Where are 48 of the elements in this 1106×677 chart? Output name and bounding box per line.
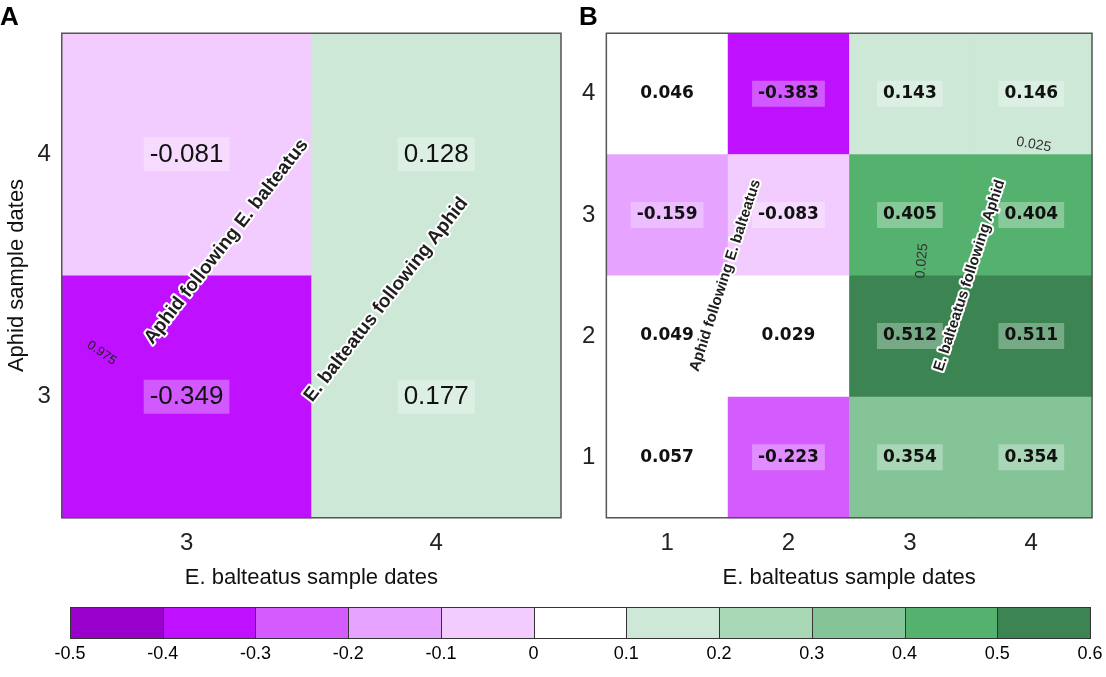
data-label: 0.354 — [882, 445, 937, 466]
data-label: 0.177 — [403, 379, 469, 410]
color-bar-label: -0.1 — [425, 643, 457, 664]
x-tick-label: 4 — [429, 527, 443, 555]
y-tick-label: 3 — [581, 199, 596, 227]
color-bar-label: 0 — [528, 643, 539, 664]
chart-title: B — [579, 0, 598, 31]
chart-title: A — [0, 0, 19, 31]
data-label: 0.128 — [403, 137, 469, 168]
y-axis-title: Aphid sample dates — [3, 178, 29, 373]
data-label: 0.354 — [1004, 445, 1059, 466]
y-tick-label: 1 — [581, 441, 596, 469]
color-bar-label: 0.4 — [892, 643, 918, 664]
x-tick-label: 1 — [660, 527, 674, 555]
data-label: -0.349 — [149, 379, 224, 410]
color-bar-label: -0.5 — [54, 643, 86, 664]
data-label: 0.057 — [640, 445, 694, 466]
x-tick-label: 3 — [903, 527, 917, 555]
color-bar-label: 0.2 — [706, 643, 732, 664]
x-axis-title: E. balteatus sample dates — [722, 563, 976, 589]
y-tick-label: 4 — [581, 78, 596, 106]
data-label: -0.159 — [636, 203, 698, 224]
x-tick-label: 3 — [179, 527, 194, 555]
data-label: 0.146 — [1004, 82, 1059, 103]
color-bar-label: 0.5 — [984, 643, 1010, 664]
color-bar-label: 0.3 — [799, 643, 825, 664]
x-axis-title: E. balteatus sample dates — [184, 563, 438, 589]
data-label: 0.512 — [882, 324, 937, 345]
data-label: -0.383 — [758, 82, 819, 103]
annotation: 0.025 — [911, 242, 931, 280]
y-tick-label: 2 — [581, 320, 596, 348]
data-label: -0.081 — [149, 137, 224, 168]
x-tick-label: 2 — [781, 527, 796, 555]
data-label: 0.511 — [1004, 324, 1059, 345]
data-label: 0.029 — [761, 324, 816, 345]
color-bar-label: -0.2 — [332, 643, 364, 664]
x-tick-label: 4 — [1024, 527, 1038, 555]
color-bar-label: 0.6 — [1077, 643, 1103, 664]
data-label: -0.083 — [758, 203, 819, 224]
color-bar-label: 0.1 — [613, 643, 639, 664]
data-label: 0.143 — [882, 82, 937, 103]
color-bar-label: -0.3 — [239, 643, 271, 664]
data-label: -0.223 — [758, 445, 819, 466]
data-label: 0.405 — [882, 203, 937, 224]
annotation: 0.025 — [1015, 132, 1053, 155]
data-label: 0.404 — [1004, 203, 1059, 224]
color-bar-label: -0.4 — [147, 643, 179, 664]
data-label: 0.046 — [640, 82, 694, 103]
